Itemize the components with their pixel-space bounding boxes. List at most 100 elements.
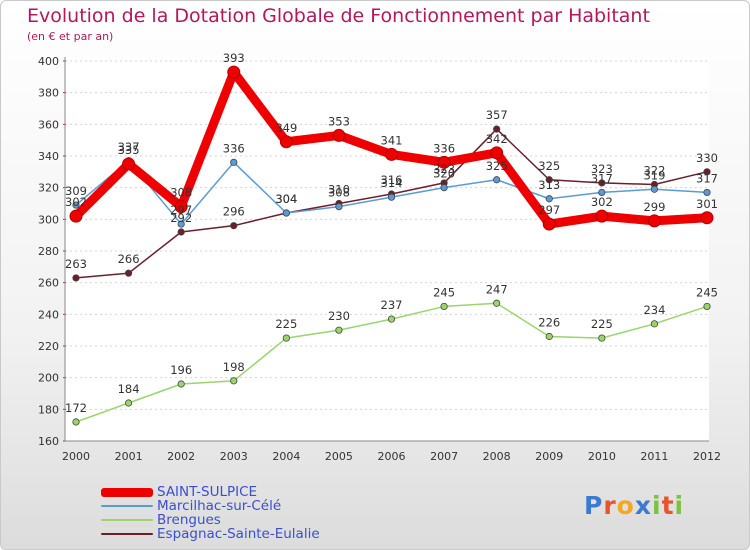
data-label: 335 (118, 143, 140, 157)
x-tick-label: 2001 (115, 450, 143, 463)
legend-item: SAINT-SULPICE (101, 484, 320, 500)
data-label: 225 (591, 317, 613, 331)
data-point (545, 176, 553, 184)
data-point (598, 188, 606, 197)
data-label: 308 (328, 186, 350, 200)
data-point (490, 146, 504, 160)
data-point (437, 155, 451, 169)
data-label: 393 (223, 51, 245, 65)
data-point (595, 209, 609, 223)
legend-label: SAINT-SULPICE (157, 484, 258, 500)
data-point (703, 302, 711, 311)
logo-letter: x (634, 491, 652, 520)
data-point (493, 125, 501, 133)
y-tick-label: 360 (38, 118, 59, 131)
data-label: 353 (328, 114, 350, 128)
y-tick-label: 280 (38, 245, 59, 258)
logo-letter: o (616, 491, 635, 520)
logo-letter: t (661, 491, 675, 520)
data-label: 198 (223, 360, 245, 374)
x-tick-label: 2008 (483, 450, 511, 463)
chart-subtitle: (en € et par an) (27, 30, 114, 43)
legend: SAINT-SULPICE Marcilhac-sur-Célé Brengue… (101, 484, 320, 542)
data-point (385, 147, 398, 161)
data-point (72, 418, 80, 426)
data-label: 299 (643, 200, 665, 214)
data-point (335, 203, 343, 211)
x-tick-label: 2004 (272, 450, 300, 463)
data-point (647, 214, 661, 228)
data-label: 172 (65, 401, 87, 415)
data-label: 297 (538, 203, 560, 217)
data-label: 323 (433, 162, 455, 176)
data-point (72, 201, 80, 209)
data-point (440, 302, 448, 311)
legend-label: Espagnac-Sainte-Eulalie (157, 526, 320, 542)
x-tick-label: 2011 (640, 450, 668, 463)
data-point (440, 184, 448, 192)
legend-label: Marcilhac-sur-Célé (157, 498, 282, 514)
data-point (703, 168, 711, 176)
x-tick-label: 2006 (378, 450, 406, 463)
legend-swatch-saint-sulpice (101, 487, 153, 497)
data-label: 325 (538, 159, 560, 173)
data-label: 310 (328, 183, 350, 197)
data-label: 184 (118, 382, 140, 396)
data-point (124, 399, 133, 407)
data-label: 196 (170, 363, 192, 377)
data-point (177, 380, 185, 388)
data-label: 349 (275, 121, 297, 135)
data-label: 325 (486, 159, 508, 173)
y-tick-label: 240 (38, 308, 59, 321)
data-label: 302 (591, 195, 613, 209)
y-tick-label: 320 (38, 182, 59, 195)
x-tick-label: 2000 (62, 450, 90, 463)
y-tick-label: 300 (38, 213, 59, 226)
data-label: 308 (170, 186, 192, 200)
data-point (598, 179, 606, 187)
data-point (545, 332, 553, 341)
y-tick-label: 380 (38, 87, 59, 100)
data-label: 357 (486, 108, 508, 122)
data-label: 226 (538, 316, 560, 330)
data-label: 313 (538, 178, 560, 192)
data-point (124, 269, 133, 277)
data-label: 302 (65, 195, 87, 209)
data-label: 304 (275, 192, 297, 206)
x-tick-label: 2012 (693, 450, 721, 463)
data-label: 336 (433, 141, 455, 155)
data-label: 341 (381, 133, 403, 147)
data-label: 292 (170, 211, 192, 225)
data-label: 245 (433, 285, 455, 299)
y-tick-label: 180 (38, 403, 59, 416)
data-label: 297 (170, 203, 192, 217)
data-point (700, 211, 714, 225)
data-label: 234 (643, 303, 665, 317)
data-label: 320 (433, 167, 455, 181)
logo-letter: i (652, 491, 662, 520)
x-tick-label: 2009 (535, 450, 563, 463)
data-label: 247 (486, 282, 508, 296)
data-label: 225 (275, 317, 297, 331)
data-point (279, 135, 293, 149)
data-point (227, 65, 241, 79)
legend-item: Espagnac-Sainte-Eulalie (101, 526, 320, 542)
x-tick-label: 2005 (325, 450, 353, 463)
data-label: 230 (328, 309, 350, 323)
y-tick-label: 340 (38, 150, 59, 163)
data-point (387, 193, 396, 201)
y-tick-label: 220 (38, 340, 59, 353)
y-tick-label: 260 (38, 277, 59, 290)
logo-letter: i (674, 491, 685, 520)
data-point (174, 200, 188, 214)
data-point (177, 228, 185, 236)
legend-item: Brengues (101, 512, 320, 528)
y-tick-label: 400 (38, 55, 59, 68)
data-point (493, 299, 501, 307)
x-tick-label: 2003 (220, 450, 248, 463)
logo-letter: r (603, 491, 617, 520)
data-label: 245 (696, 285, 718, 299)
data-label: 342 (486, 132, 508, 146)
